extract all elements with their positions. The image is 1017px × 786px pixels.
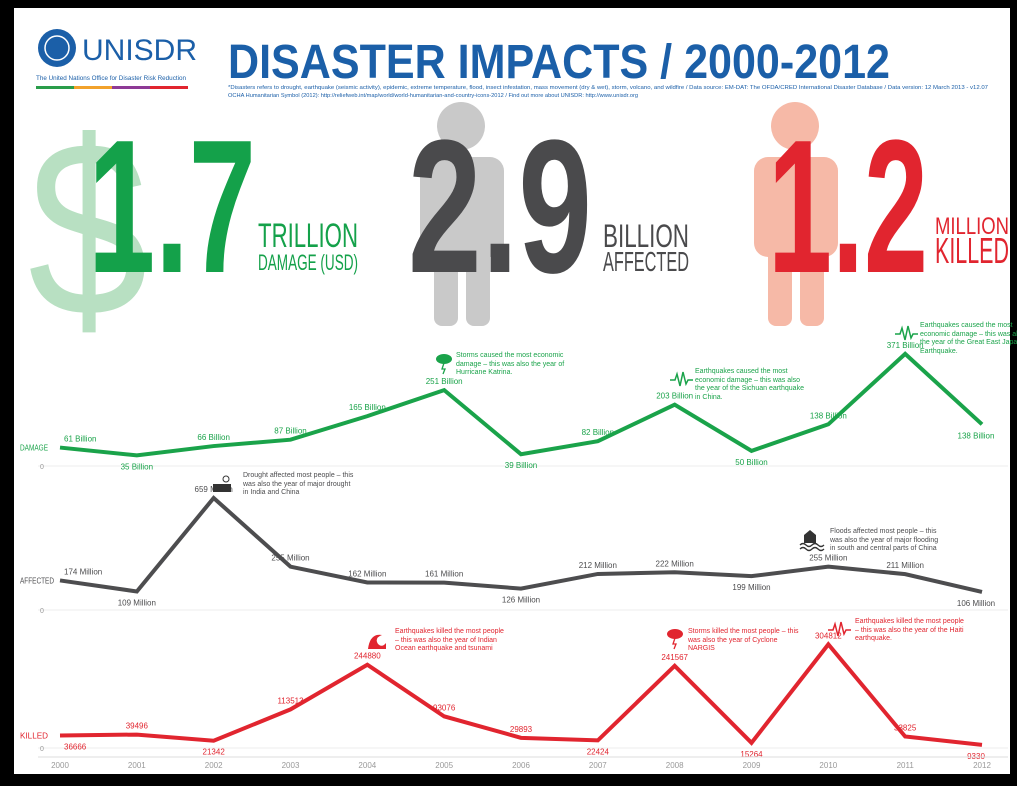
value-label: 39496 [126, 722, 149, 731]
value-label: 87 Billion [274, 427, 306, 436]
logo-text: UNISDR [82, 34, 197, 67]
value-label: 21342 [203, 748, 226, 757]
panel-label: AFFECTED [20, 576, 54, 585]
value-label: 113513 [277, 696, 304, 705]
value-label: 241567 [661, 653, 688, 662]
value-label: 39 Billion [505, 461, 537, 470]
x-tick-label: 2009 [743, 761, 761, 770]
value-label: 93076 [433, 703, 456, 712]
x-tick-label: 2005 [435, 761, 453, 770]
value-label: 199 Million [732, 583, 770, 592]
x-tick-label: 2001 [128, 761, 146, 770]
x-tick-label: 2008 [666, 761, 684, 770]
value-label: 22424 [587, 747, 610, 756]
stat-caption: KILLED [935, 230, 1009, 271]
y-tick-label: 0 [40, 746, 44, 753]
canvas: UNISDR The United Nations Office for Dis… [0, 0, 1017, 786]
fine-print: *Disasters refers to drought, earthquake… [228, 85, 988, 91]
x-tick-label: 2004 [358, 761, 376, 770]
logo-bar [150, 86, 188, 89]
value-label: 251 Billion [426, 377, 463, 386]
value-label: 211 Million [886, 561, 924, 570]
x-tick-label: 2012 [973, 761, 991, 770]
value-label: 165 Billion [349, 403, 386, 412]
value-label: 33825 [894, 723, 917, 732]
logo-subtitle: The United Nations Office for Disaster R… [36, 75, 186, 82]
value-label: 66 Billion [197, 433, 229, 442]
logo-emblem [38, 29, 76, 67]
value-label: 9330 [967, 752, 985, 761]
value-label: 255 Million [271, 554, 309, 563]
value-label: 61 Billion [64, 435, 96, 444]
icon [213, 484, 231, 492]
x-tick-label: 2010 [819, 761, 837, 770]
title: DISASTER IMPACTS / 2000-2012 [228, 36, 890, 89]
annotation: Earthquakes caused the most economic dam… [920, 322, 1017, 356]
value-label: 29893 [510, 725, 533, 734]
value-label: 138 Billion [810, 411, 847, 420]
annotation: Floods affected most people – this was a… [830, 528, 942, 554]
value-label: 126 Million [502, 596, 540, 605]
value-label: 371 Billion [887, 341, 924, 350]
stat-caption: AFFECTED [603, 246, 689, 277]
fine-print: OCHA Humanitarian Symbol (2012): http://… [228, 93, 638, 99]
value-label: 36666 [64, 743, 87, 752]
x-tick-label: 2003 [282, 761, 300, 770]
value-label: 203 Billion [656, 392, 693, 401]
x-tick-label: 2011 [897, 761, 915, 770]
annotation: Storms killed the most people – this was… [688, 628, 800, 654]
value-label: 162 Million [348, 569, 386, 578]
value-label: 212 Million [579, 561, 617, 570]
value-label: 109 Million [118, 598, 156, 607]
value-label: 106 Million [957, 599, 995, 608]
icon [436, 354, 452, 364]
x-tick-label: 2007 [589, 761, 607, 770]
value-label: 255 Million [809, 554, 847, 563]
value-label: 222 Million [656, 559, 694, 568]
y-tick-label: 0 [40, 464, 44, 471]
stat-number: 2.9 [408, 101, 592, 313]
value-label: 138 Billion [958, 431, 995, 440]
value-label: 161 Million [425, 570, 463, 579]
value-label: 82 Billion [582, 428, 614, 437]
annotation: Earthquakes killed the most people – thi… [395, 628, 507, 654]
x-tick-label: 2002 [205, 761, 223, 770]
value-label: 50 Billion [735, 458, 767, 467]
stat-caption: DAMAGE (USD) [258, 250, 358, 275]
panel-label: DAMAGE [20, 444, 48, 453]
annotation: Storms caused the most economic damage –… [456, 352, 568, 378]
panel-label: KILLED [20, 732, 48, 741]
icon [667, 629, 683, 639]
x-tick-label: 2000 [51, 761, 69, 770]
value-label: 244880 [354, 652, 381, 661]
stat-number: 1.7 [88, 101, 256, 313]
annotation: Earthquakes killed the most people – thi… [855, 618, 967, 644]
annotation: Drought affected most people – this was … [243, 472, 355, 498]
y-tick-label: 0 [40, 608, 44, 615]
x-tick-label: 2006 [512, 761, 530, 770]
value-label: 174 Million [64, 567, 102, 576]
stat-number: 1.2 [768, 101, 928, 313]
annotation: Earthquakes caused the most economic dam… [695, 368, 807, 402]
value-label: 35 Billion [121, 462, 153, 471]
infographic: UNISDR The United Nations Office for Dis… [0, 0, 1017, 786]
